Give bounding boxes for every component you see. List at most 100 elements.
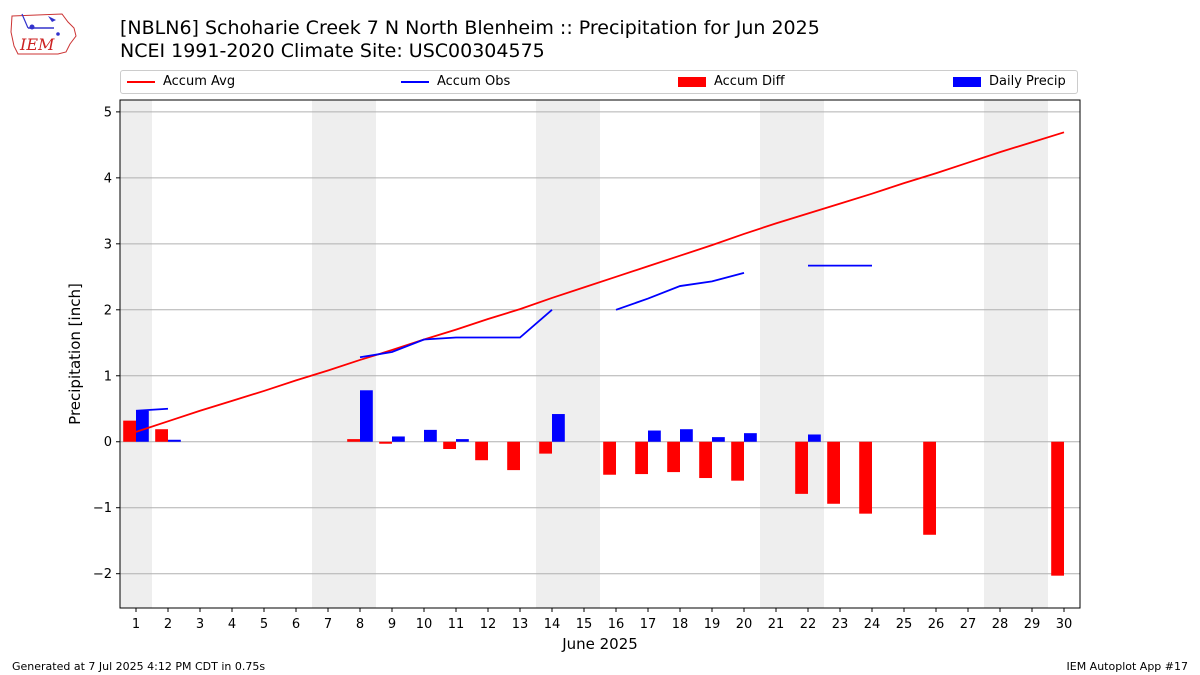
- weekend-band: [120, 100, 152, 608]
- accum-diff-bar: [731, 441, 744, 481]
- accum-diff-bar: [795, 441, 808, 494]
- accum-diff-bar: [923, 441, 936, 535]
- legend-label: Accum Diff: [714, 74, 785, 89]
- accum-diff-bar: [539, 441, 552, 454]
- daily-precip-bar: [648, 430, 661, 442]
- legend-item-accum-obs: Accum Obs: [401, 74, 510, 89]
- y-tick-label: −2: [93, 567, 112, 582]
- x-tick-label: 9: [388, 617, 396, 632]
- accum-obs-line: [359, 309, 553, 359]
- y-tick-label: 3: [104, 237, 112, 252]
- accum-diff-bar: [443, 441, 456, 450]
- accum-obs-line: [615, 271, 745, 311]
- x-tick-label: 4: [228, 617, 236, 632]
- x-tick-label: 14: [544, 617, 561, 632]
- legend-item-accum-avg: Accum Avg: [127, 74, 235, 89]
- chart-subtitle: NCEI 1991-2020 Climate Site: USC00304575: [120, 40, 545, 62]
- x-tick-label: 21: [768, 617, 785, 632]
- x-axis-label: June 2025: [561, 635, 638, 653]
- accum-diff-bar: [155, 429, 168, 442]
- x-tick-label: 17: [640, 617, 657, 632]
- legend-swatch: [678, 76, 706, 87]
- x-tick-label: 10: [416, 617, 433, 632]
- x-tick-label: 19: [704, 617, 721, 632]
- x-tick-label: 13: [512, 617, 529, 632]
- chart-title: [NBLN6] Schoharie Creek 7 N North Blenhe…: [120, 17, 820, 39]
- weekend-band: [312, 100, 376, 608]
- accum-diff-bar: [379, 441, 392, 444]
- y-tick-label: 0: [104, 435, 112, 450]
- daily-precip-bar: [392, 436, 405, 442]
- x-tick-label: 26: [928, 617, 945, 632]
- iem-logo: IEM: [10, 13, 77, 55]
- accum-diff-bar: [667, 441, 680, 473]
- footer-generated: Generated at 7 Jul 2025 4:12 PM CDT in 0…: [12, 660, 266, 673]
- x-tick-label: 8: [356, 617, 364, 632]
- y-tick-label: −1: [93, 501, 112, 516]
- weekend-band: [760, 100, 824, 608]
- daily-precip-bar: [456, 439, 469, 442]
- y-tick-label: 4: [104, 171, 112, 186]
- legend-label: Accum Obs: [437, 74, 511, 89]
- x-tick-label: 28: [992, 617, 1009, 632]
- accum-diff-bar: [859, 441, 872, 514]
- x-tick-label: 27: [960, 617, 977, 632]
- accum-diff-bar: [475, 441, 488, 461]
- x-tick-label: 23: [832, 617, 849, 632]
- x-tick-label: 15: [576, 617, 593, 632]
- y-axis-label: Precipitation [inch]: [66, 283, 84, 425]
- accum-avg-line: [135, 131, 1065, 433]
- daily-precip-bar: [424, 429, 437, 442]
- x-tick-label: 1: [132, 617, 140, 632]
- weekend-band: [984, 100, 1048, 608]
- x-tick-label: 11: [448, 617, 465, 632]
- legend-swatch: [953, 76, 981, 87]
- x-tick-label: 20: [736, 617, 753, 632]
- daily-precip-bar: [680, 429, 693, 442]
- accum-diff-bar: [1051, 441, 1064, 576]
- legend-label: Daily Precip: [989, 74, 1066, 89]
- daily-precip-bar: [360, 390, 373, 442]
- x-tick-label: 22: [800, 617, 817, 632]
- legend: Accum Avg Accum Obs Accum Diff Daily Pre…: [120, 70, 1078, 94]
- accum-obs-line: [135, 407, 169, 412]
- legend-item-daily-precip: Daily Precip: [953, 74, 1066, 89]
- legend-label: Accum Avg: [163, 74, 236, 89]
- accum-diff-bar: [635, 441, 648, 475]
- y-tick-label: 1: [104, 369, 112, 384]
- daily-precip-bar: [136, 410, 149, 442]
- accum-diff-bar: [827, 441, 840, 504]
- daily-precip-bar: [808, 434, 821, 442]
- legend-swatch: [127, 80, 155, 83]
- legend-item-accum-diff: Accum Diff: [678, 74, 785, 89]
- accum-diff-bar: [507, 441, 520, 471]
- x-tick-label: 16: [608, 617, 625, 632]
- daily-precip-bar: [552, 414, 565, 442]
- accum-diff-bar: [699, 441, 712, 479]
- x-tick-label: 3: [196, 617, 204, 632]
- x-tick-label: 25: [896, 617, 913, 632]
- accum-diff-bar: [603, 441, 616, 475]
- logo-text: IEM: [19, 35, 55, 54]
- x-tick-label: 18: [672, 617, 689, 632]
- x-tick-label: 30: [1056, 617, 1073, 632]
- footer-app: IEM Autoplot App #17: [1066, 660, 1189, 673]
- x-tick-label: 29: [1024, 617, 1041, 632]
- accum-diff-bar: [347, 439, 360, 442]
- x-tick-label: 2: [164, 617, 172, 632]
- daily-precip-bar: [744, 433, 757, 442]
- y-tick-label: 2: [104, 303, 112, 318]
- daily-precip-bar: [168, 439, 181, 442]
- x-tick-label: 6: [292, 617, 300, 632]
- x-tick-label: 24: [864, 617, 881, 632]
- x-tick-label: 12: [480, 617, 497, 632]
- legend-swatch: [401, 80, 429, 83]
- plot-frame: [119, 99, 1081, 609]
- daily-precip-bar: [712, 437, 725, 442]
- weekend-band: [536, 100, 600, 608]
- x-tick-label: 5: [260, 617, 268, 632]
- x-tick-label: 7: [324, 617, 332, 632]
- accum-diff-bar: [123, 420, 136, 442]
- y-tick-label: 5: [104, 105, 112, 120]
